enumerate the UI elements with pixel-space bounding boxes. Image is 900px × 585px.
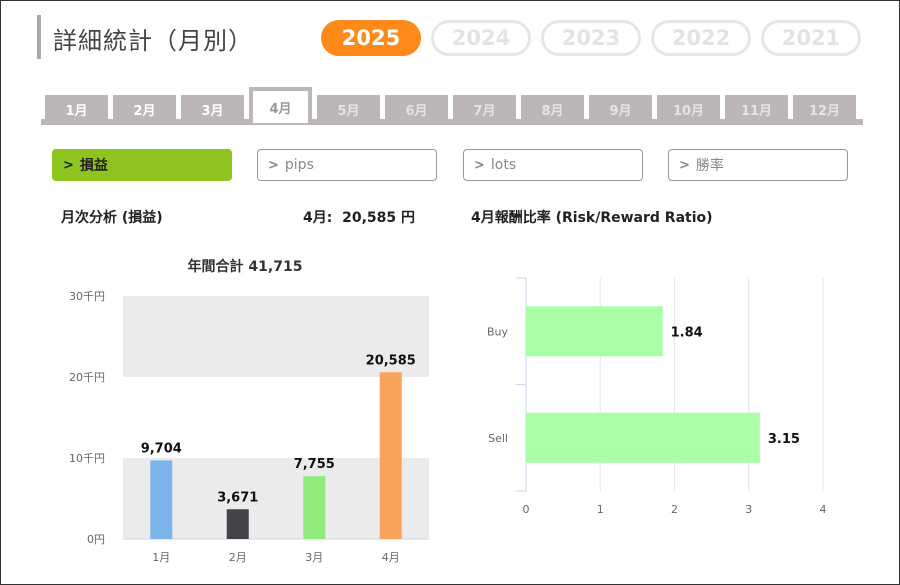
x-tick-label: 2月 — [229, 551, 247, 564]
category-label: Buy — [487, 325, 509, 338]
bar — [379, 372, 402, 539]
chevron-right-icon: > — [474, 157, 485, 173]
page-title: 詳細統計（月別） — [53, 27, 253, 55]
month-tabs: 1月 2月 3月 4月 5月 6月 7月 8月 9月 10月 11月 12月 — [41, 87, 863, 125]
grid-band — [123, 296, 429, 377]
x-tick-label: 4月 — [382, 551, 400, 564]
year-pill-2021[interactable]: 2021 — [761, 20, 861, 56]
tab-month-9[interactable]: 9月 — [589, 95, 652, 123]
monthly-analysis-heading: 月次分析 (損益) — [61, 210, 163, 226]
filter-label: 勝率 — [695, 158, 724, 174]
tab-month-3[interactable]: 3月 — [181, 95, 244, 123]
current-month-label: 4月: — [303, 210, 333, 226]
year-pill-2023[interactable]: 2023 — [541, 20, 641, 56]
bar — [226, 509, 249, 539]
tab-month-1[interactable]: 1月 — [45, 95, 108, 123]
monthly-bar-chart: 年間合計 41,715 0円 10千円 20千円 30千円 9,704 3,671 7,7… — [69, 258, 429, 564]
tab-month-4[interactable]: 4月 — [249, 87, 312, 123]
risk-reward-bar-chart: 1.84 3.15 Buy Sell 0 1 2 3 4 — [487, 277, 827, 516]
tab-month-2[interactable]: 2月 — [113, 95, 176, 123]
monthly-current-value: 4月: 20,585 円 — [303, 207, 415, 227]
data-label: 9,704 — [141, 441, 182, 456]
tab-month-10[interactable]: 10月 — [657, 95, 720, 123]
data-label: 20,585 — [366, 353, 416, 368]
year-pill-2025[interactable]: 2025 — [321, 20, 421, 56]
x-tick-label: 1月 — [152, 551, 170, 564]
x-tick-label: 1 — [597, 503, 604, 516]
rr-heading: 4月報酬比率 (Risk/Reward Ratio) — [471, 210, 713, 226]
chevron-right-icon: > — [679, 157, 690, 173]
chevron-right-icon: > — [268, 157, 279, 173]
bar — [526, 306, 663, 357]
current-month-value: 20,585 円 — [342, 210, 415, 226]
grid-band — [123, 458, 429, 539]
y-tick-label: 30千円 — [69, 290, 105, 303]
tab-month-7[interactable]: 7月 — [453, 95, 516, 123]
category-label: Sell — [488, 432, 508, 445]
x-tick-label: 2 — [671, 503, 678, 516]
data-label: 7,755 — [294, 457, 335, 472]
data-label: 1.84 — [671, 325, 703, 340]
y-tick-label: 20千円 — [69, 371, 105, 384]
filter-label: pips — [284, 157, 314, 173]
x-tick-label: 0 — [523, 503, 530, 516]
data-label: 3,671 — [217, 490, 258, 505]
tab-month-5[interactable]: 5月 — [317, 95, 380, 123]
filter-winrate-button[interactable]: > 勝率 — [668, 149, 848, 181]
title-accent-bar — [37, 15, 41, 59]
year-pill-2022[interactable]: 2022 — [651, 20, 751, 56]
bar — [303, 476, 326, 539]
year-selector: 2025 2024 2023 2022 2021 — [321, 20, 861, 56]
x-tick-label: 4 — [820, 503, 827, 516]
year-pill-2024[interactable]: 2024 — [431, 20, 531, 56]
chevron-right-icon: > — [63, 157, 74, 173]
filter-lots-button[interactable]: > lots — [463, 149, 643, 181]
filter-label: lots — [490, 157, 517, 173]
filter-label: 損益 — [79, 158, 108, 174]
month-tabs-baseline — [41, 119, 863, 125]
x-tick-label: 3 — [745, 503, 752, 516]
data-label: 3.15 — [768, 432, 800, 447]
x-tick-label: 3月 — [305, 551, 323, 564]
filter-profit-button[interactable]: > 損益 — [52, 149, 232, 181]
bar — [150, 460, 173, 539]
chart-title: 年間合計 41,715 — [188, 258, 303, 275]
tab-month-12[interactable]: 12月 — [793, 95, 856, 123]
bar — [526, 412, 760, 463]
tab-month-8[interactable]: 8月 — [521, 95, 584, 123]
tab-month-6[interactable]: 6月 — [385, 95, 448, 123]
filter-pips-button[interactable]: > pips — [257, 149, 437, 181]
tab-month-11[interactable]: 11月 — [725, 95, 788, 123]
y-tick-label: 10千円 — [69, 452, 105, 465]
y-tick-label: 0円 — [87, 533, 105, 546]
